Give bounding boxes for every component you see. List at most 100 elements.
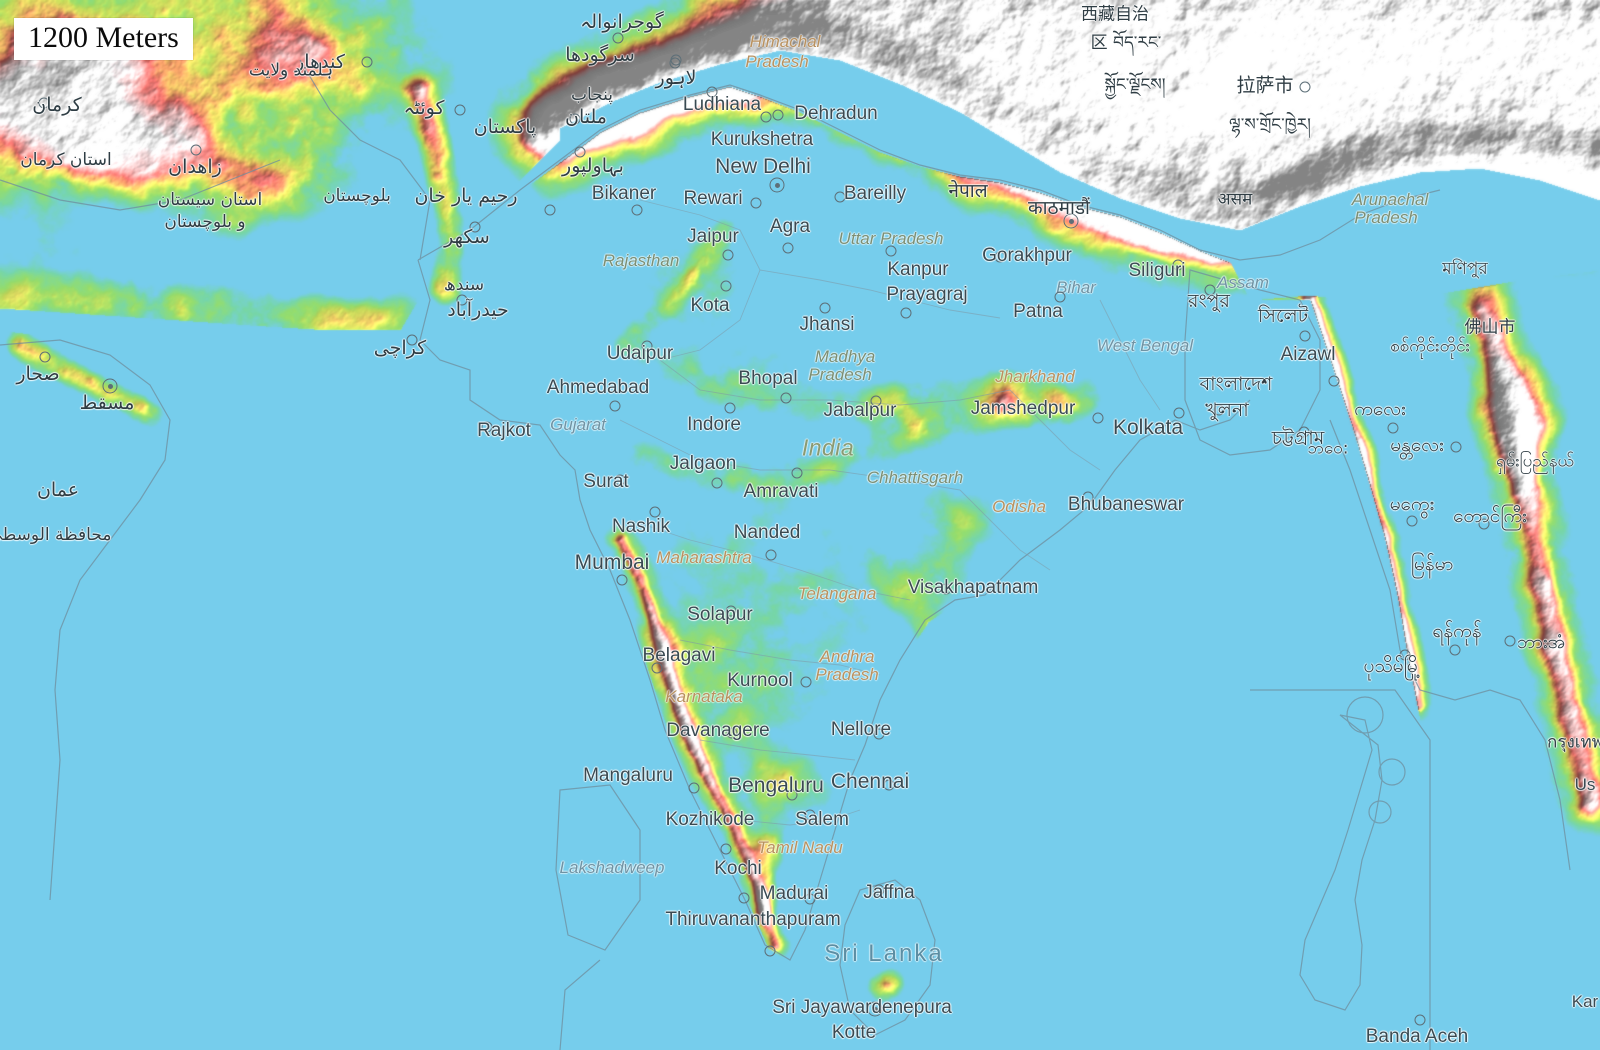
city-label-sagaing[interactable]: စစ်ကိုင်းတိုင်း — [1390, 336, 1470, 357]
kurnool-marker[interactable] — [800, 676, 812, 688]
city-label-punjab[interactable]: پنجاب — [570, 85, 614, 105]
city-label-taunggyi[interactable]: တောင်ကြီး — [1453, 505, 1527, 527]
siliguri-marker[interactable] — [1172, 259, 1184, 271]
city-label-patna[interactable]: Patna — [1013, 301, 1063, 322]
davanagere-marker[interactable] — [726, 727, 738, 739]
amravati-marker[interactable] — [791, 467, 803, 479]
city-label-sistan[interactable]: استان سیستان — [157, 190, 263, 210]
dehradun-marker[interactable] — [772, 109, 784, 121]
city-label-bikaner[interactable]: Bikaner — [591, 183, 657, 204]
city-label-kurnool[interactable]: Kurnool — [727, 670, 793, 691]
sukkur-marker[interactable] — [469, 221, 481, 233]
city-label-sindh[interactable]: سندھ — [443, 275, 485, 295]
city-label-mizoram[interactable]: ဘဝေ: — [1307, 438, 1349, 459]
nanded-marker[interactable] — [765, 549, 777, 561]
mangaluru-marker[interactable] — [688, 782, 700, 794]
city-label-helmand[interactable]: ہلمند ولایت — [248, 60, 334, 81]
zahedan-marker[interactable] — [190, 144, 202, 156]
city-label-jamshedpur[interactable]: Jamshedpur — [970, 398, 1076, 419]
bareilly-marker[interactable] — [834, 191, 846, 203]
kanpur-marker[interactable] — [885, 245, 897, 257]
lhasa-marker[interactable] — [1299, 81, 1311, 93]
city-label-lhasa[interactable]: 拉萨市 — [1236, 74, 1294, 97]
rangpur-marker[interactable] — [1204, 284, 1216, 296]
city-label-ludhiana[interactable]: Ludhiana — [682, 94, 762, 115]
sylhet-marker[interactable] — [1299, 330, 1311, 342]
city-label-rewari[interactable]: Rewari — [683, 188, 743, 209]
city-label-bago[interactable]: ဘားအံ — [1516, 631, 1566, 653]
city-label-banda-aceh[interactable]: Banda Aceh — [1365, 1026, 1469, 1047]
sri-jayawardenepura-kotte1-marker[interactable] — [867, 1001, 883, 1017]
quetta-marker[interactable] — [454, 104, 466, 116]
city-label-jaipur[interactable]: Jaipur — [687, 226, 739, 247]
city-label-ahmedabad[interactable]: Ahmedabad — [546, 377, 650, 398]
aizawl-marker[interactable] — [1328, 375, 1340, 387]
city-label-sylhet[interactable]: সিলেট — [1257, 305, 1309, 327]
city-label-aizawl[interactable]: Aizawl — [1280, 344, 1336, 365]
chattogram-marker[interactable] — [1298, 426, 1310, 438]
rajkot-marker[interactable] — [481, 421, 493, 433]
city-label-bareilly[interactable]: Bareilly — [843, 183, 907, 204]
bhopal-marker[interactable] — [780, 392, 792, 404]
kerman-marker[interactable] — [38, 97, 50, 109]
city-label-kalay[interactable]: ကလေး — [1354, 398, 1406, 420]
elevation-readout-box[interactable]: 1200 Meters — [14, 18, 193, 60]
indore-marker[interactable] — [724, 402, 736, 414]
bikaner-marker[interactable] — [631, 204, 643, 216]
city-label-shigatse[interactable]: 佛山市 — [1464, 317, 1516, 338]
city-label-kolkata[interactable]: Kolkata — [1112, 416, 1184, 439]
kochi-marker[interactable] — [738, 892, 750, 904]
mumbai-marker[interactable] — [616, 574, 628, 586]
gorakhpur-marker[interactable] — [994, 251, 1006, 263]
patna-marker[interactable] — [1054, 291, 1066, 303]
karachi-marker[interactable] — [406, 334, 418, 346]
new-delhi-marker[interactable] — [769, 177, 785, 193]
mandalay-marker[interactable] — [1450, 441, 1462, 453]
city-label-bengaluru[interactable]: Bengaluru — [728, 774, 824, 797]
city-label-baluchistan[interactable]: و بلوچستان — [164, 212, 246, 232]
city-label-pathein[interactable]: ပုသိမ်မြို့ — [1363, 655, 1421, 677]
city-label-davanagere[interactable]: Davanagere — [666, 720, 770, 741]
city-label-jabalpur[interactable]: Jabalpur — [823, 400, 897, 421]
madurai-marker[interactable] — [804, 893, 816, 905]
muscat-marker[interactable] — [102, 378, 118, 394]
city-label-jhansi[interactable]: Jhansi — [799, 314, 855, 335]
city-label-kota[interactable]: Kota — [690, 295, 730, 316]
bago-marker[interactable] — [1504, 635, 1516, 647]
banda-aceh-marker[interactable] — [1414, 1014, 1426, 1026]
city-label-sri-jayawardenepura-kotte2[interactable]: Kotte — [831, 1022, 877, 1043]
kozhikode-marker[interactable] — [720, 843, 732, 855]
chennai-marker[interactable] — [883, 779, 895, 791]
city-label-quetta[interactable]: کوئٹہ — [403, 97, 445, 119]
rahim-yar-khan-marker[interactable] — [544, 204, 556, 216]
city-label-kathmandu[interactable]: काठमाडौं — [1028, 197, 1090, 219]
city-label-nashik[interactable]: Nashik — [611, 516, 671, 537]
surat-marker[interactable] — [614, 474, 626, 486]
city-label-bhopal[interactable]: Bhopal — [738, 368, 798, 389]
kota-marker[interactable] — [720, 280, 732, 292]
city-label-khulna[interactable]: খুলনা — [1205, 399, 1249, 421]
city-label-sukkur[interactable]: سکھر — [444, 226, 490, 248]
ahmedabad-marker[interactable] — [609, 400, 621, 412]
city-label-jaffna[interactable]: Jaffna — [863, 882, 915, 903]
city-label-rahim-yar-khan[interactable]: رحیم یار خان — [414, 185, 518, 207]
city-label-bangkok[interactable]: กรุงเทพ — [1547, 732, 1600, 753]
city-label-amravati[interactable]: Amravati — [743, 481, 819, 502]
multan-marker[interactable] — [569, 113, 581, 125]
hyderabad-marker[interactable] — [456, 294, 468, 306]
city-label-al-wusta[interactable]: محافظة الوسطى — [0, 525, 112, 545]
thiruvananthapuram-marker[interactable] — [764, 945, 776, 957]
magway-marker[interactable] — [1406, 515, 1418, 527]
city-label-kurukshetra[interactable]: Kurukshetra — [710, 129, 814, 150]
bhubaneswar-marker[interactable] — [1082, 491, 1094, 503]
city-label-indore[interactable]: Indore — [687, 414, 741, 435]
city-label-gujranwala[interactable]: گوجرانوالہ — [580, 11, 664, 33]
salem-marker[interactable] — [804, 809, 816, 821]
city-label-karachi[interactable]: کراچی — [373, 337, 427, 359]
city-label-nanded[interactable]: Nanded — [733, 522, 801, 543]
city-label-us[interactable]: Us — [1574, 775, 1596, 794]
udaipur-marker[interactable] — [641, 340, 653, 352]
city-label-jalgaon[interactable]: Jalgaon — [669, 453, 737, 474]
city-label-zahedan[interactable]: زاهدان — [168, 156, 222, 178]
jaipur-marker[interactable] — [722, 249, 734, 261]
